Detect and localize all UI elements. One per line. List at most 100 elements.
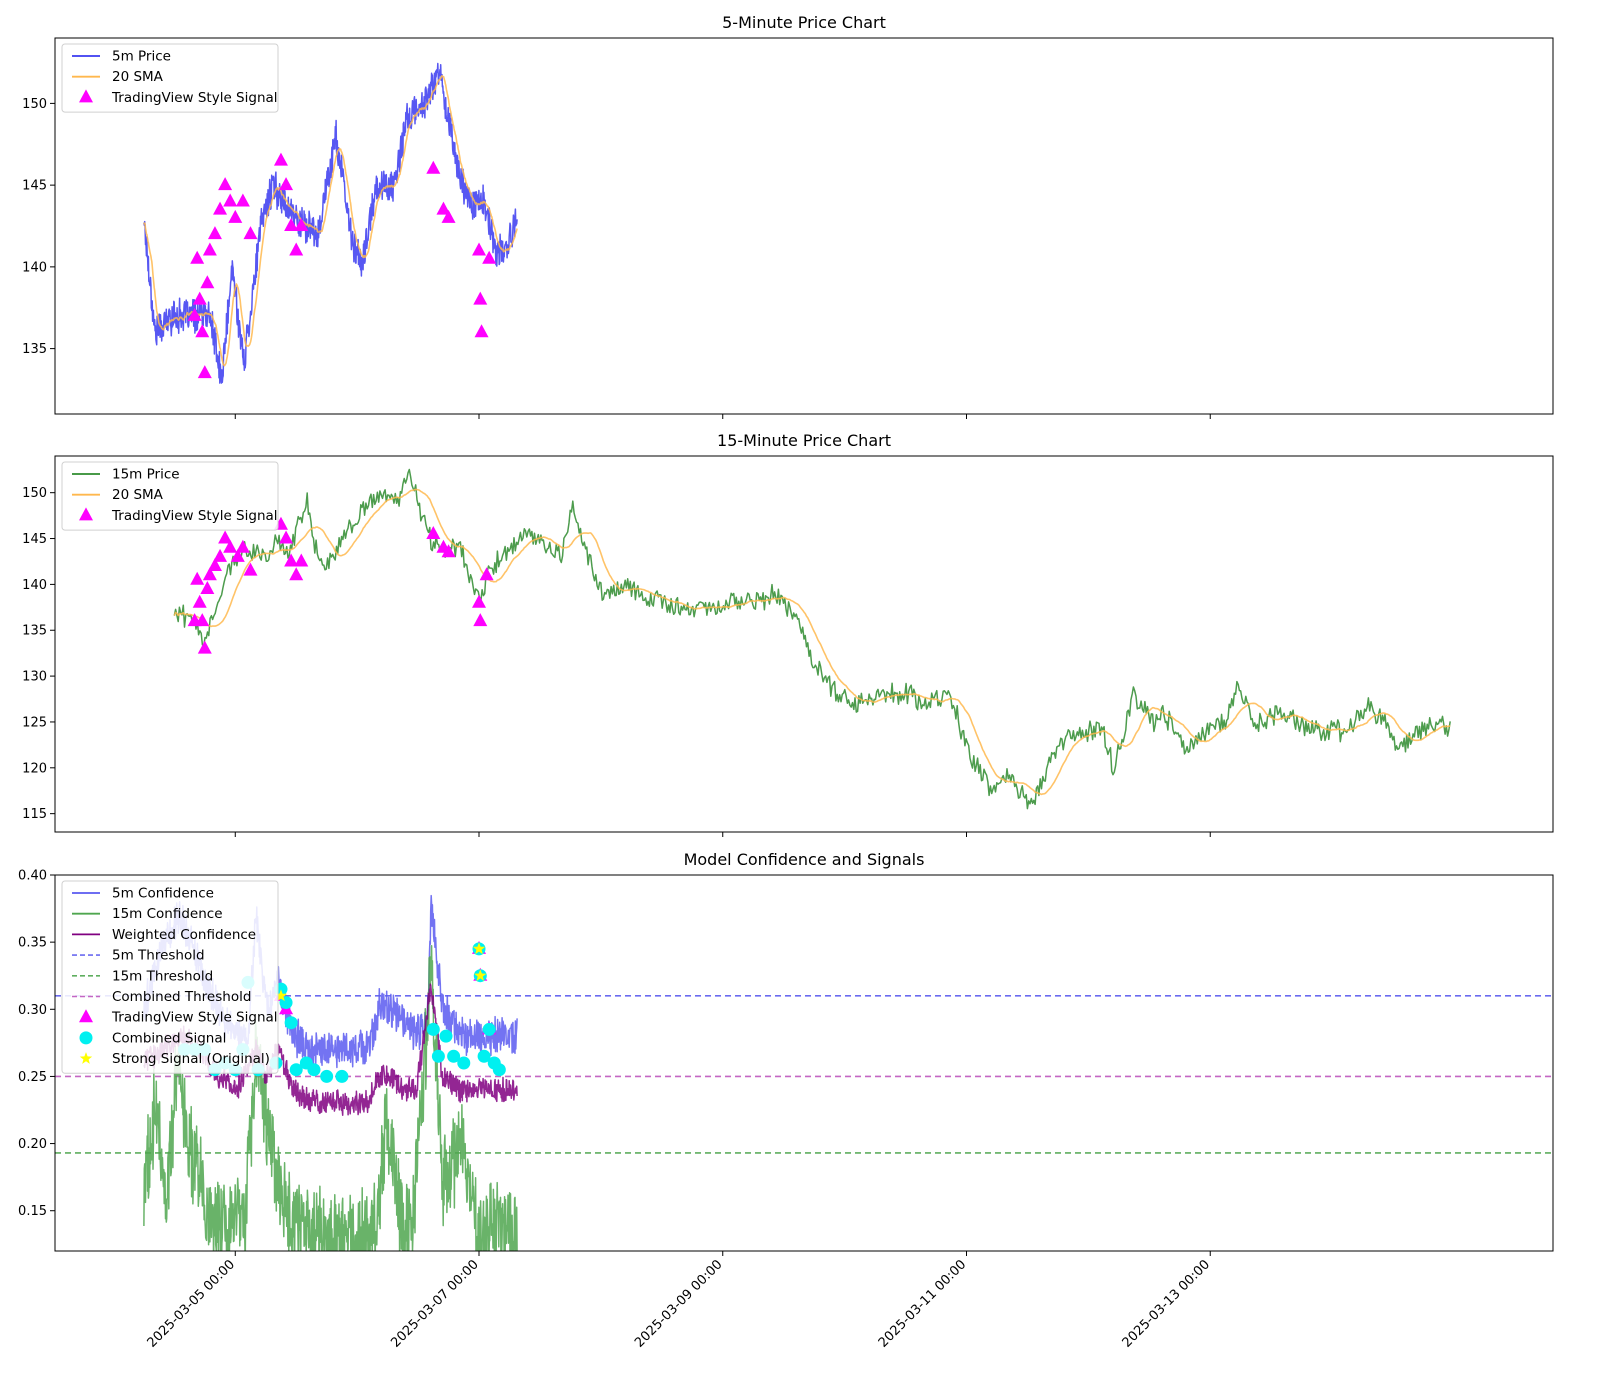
axes-frame [54,37,1554,415]
signal-marker [431,1049,445,1063]
legend-label: Combined Signal [112,1030,226,1046]
price-15m-panel: 15-Minute Price Chart 115 120 125 130 135 140… [22,431,1554,837]
signal-marker [289,1063,303,1077]
signal-marker [195,324,210,338]
y-tick-label: 0.15 [18,1204,47,1219]
price-5m-panel: 5-Minute Price Chart 135 140 145 150 5m Pric… [22,13,1554,419]
legend [61,43,279,113]
chart-title: 5-Minute Price Chart [722,13,886,32]
signal-marker [197,365,212,379]
signal-marker [482,250,497,264]
y-tick-label: 120 [22,761,47,776]
legend-label: Weighted Confidence [112,927,256,943]
signal-marker [200,275,215,289]
y-tick-label: 150 [22,97,47,112]
signal-marker [202,242,217,256]
series-line [143,62,518,384]
signal-marker [218,530,233,544]
signal-marker [192,291,207,305]
signal-marker [195,613,210,627]
signal-marker [235,539,250,553]
signal-marker [190,571,205,585]
signal-marker [289,567,304,581]
signal-marker [441,209,456,223]
signal-marker [230,548,245,562]
legend-label: 20 SMA [112,69,164,85]
y-tick-label: 140 [22,260,47,275]
signal-marker [223,193,238,207]
signal-marker [474,324,489,338]
signal-marker [187,307,202,321]
axes-frame [54,874,1554,1252]
signal-marker [228,209,243,223]
legend-label: 15m Price [112,467,180,483]
signal-marker [192,594,207,608]
signal-marker [492,1063,506,1077]
series-line [173,468,1451,810]
y-tick-label: 135 [22,624,47,639]
y-tick-label: 0.20 [18,1137,47,1152]
legend-swatch [79,507,93,521]
signal-marker [426,160,441,174]
legend-label: 5m Threshold [112,948,205,964]
confidence-panel: Model Confidence and Signals 0.15 0.20 0.2… [18,850,1554,1256]
y-tick-label: 145 [22,179,47,194]
signal-marker [284,1016,298,1030]
y-tick-label: 145 [22,532,47,547]
signal-marker [307,1063,321,1077]
signal-marker [482,1022,496,1036]
signal-marker [426,525,441,539]
series-line [143,75,518,367]
signal-marker [279,177,294,191]
series-line [173,488,1451,796]
signal-marker [200,580,215,594]
legend-label: 20 SMA [112,487,164,503]
y-tick-label: 115 [22,807,47,822]
signal-marker [426,1022,440,1036]
legend-label: 5m Price [112,49,171,65]
signal-marker [243,562,258,576]
signal-marker [274,989,288,1002]
legend-label: TradingView Style Signal [111,508,278,524]
legend-label: 15m Confidence [112,906,223,922]
y-tick-label: 0.30 [18,1003,47,1018]
y-tick-label: 0.40 [18,869,47,884]
signal-marker [207,558,222,572]
signal-marker [335,1069,349,1083]
signal-marker [243,226,258,240]
legend-swatch [79,1031,93,1045]
signal-marker [289,242,304,256]
signal-marker [213,548,228,562]
y-tick-label: 130 [22,670,47,685]
y-tick-label: 135 [22,342,47,357]
signal-marker [223,539,238,553]
signal-marker [439,1029,453,1043]
signal-marker [279,530,294,544]
signal-marker [284,218,299,231]
plot-area [143,62,518,384]
signal-marker [472,242,487,256]
signal-marker [235,193,250,207]
signal-marker [207,226,222,240]
legend [61,461,279,531]
signal-marker [197,640,212,654]
signal-marker [472,594,487,608]
legend [61,880,279,1074]
chart-title: Model Confidence and Signals [684,850,925,869]
signal-marker [294,218,309,231]
y-tick-label: 0.35 [18,936,47,951]
signal-marker [218,177,233,191]
signal-marker [472,942,486,955]
signal-marker [441,544,456,558]
signal-marker [479,567,494,581]
signal-marker [213,201,228,215]
y-tick-label: 0.25 [18,1070,47,1085]
y-tick-label: 150 [22,486,47,501]
signal-marker [284,553,299,567]
signal-marker [190,250,205,264]
signal-marker [273,152,288,166]
legend-swatch [79,1009,93,1023]
signal-marker [447,1049,461,1063]
